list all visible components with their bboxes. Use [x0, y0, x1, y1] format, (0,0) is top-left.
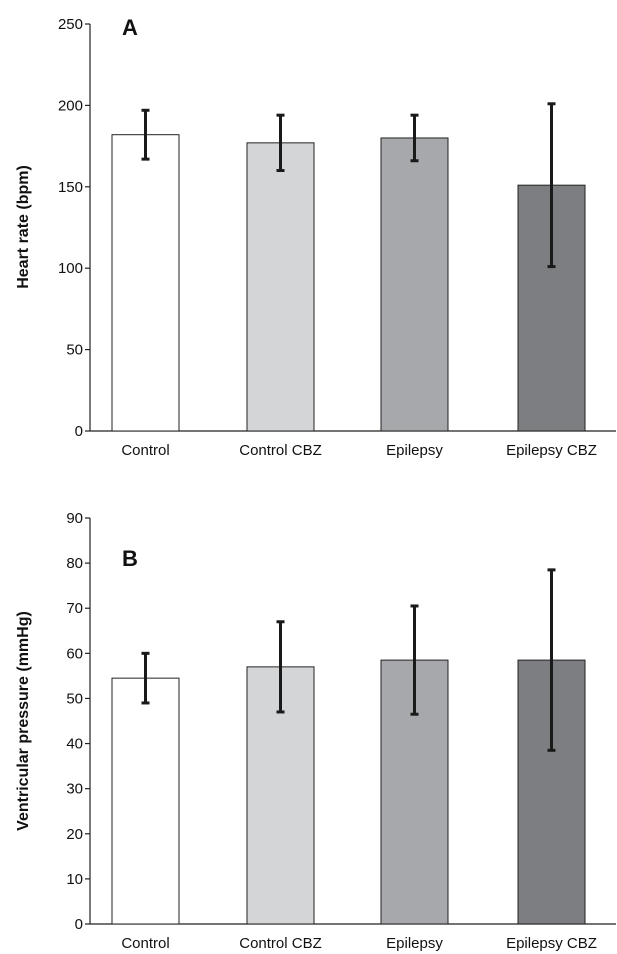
y-tick-label-b: 20 [66, 826, 83, 843]
x-category-label-b: Control [121, 935, 169, 952]
y-tick-label-a: 0 [75, 423, 83, 440]
x-category-label-b: Control CBZ [239, 935, 322, 952]
error-bar-b-4 [547, 568, 556, 752]
error-bar-a-4 [547, 102, 556, 269]
y-tick-label-b: 50 [66, 690, 83, 707]
bar-a-1 [111, 134, 180, 432]
y-tick-label-a: 200 [58, 97, 83, 114]
y-tick-label-a: 150 [58, 179, 83, 196]
error-bar-a-3 [410, 113, 419, 163]
y-axis-title-a: Heart rate (bpm) [15, 165, 32, 289]
panel-label-b: B [122, 546, 138, 571]
y-tick-label-b: 70 [66, 600, 83, 617]
y-tick-label-b: 60 [66, 645, 83, 662]
panel-label-a: A [122, 15, 138, 40]
x-category-label-b: Epilepsy [386, 935, 443, 952]
y-tick-label-a: 250 [58, 16, 83, 33]
x-category-label-a: Epilepsy [386, 442, 443, 459]
x-category-label-a: Control [121, 442, 169, 459]
y-tick-label-b: 0 [75, 916, 83, 933]
y-tick-label-b: 30 [66, 781, 83, 798]
error-bar-a-1 [141, 108, 150, 161]
bar-a-2 [246, 142, 315, 432]
error-bar-b-3 [410, 604, 419, 716]
error-bar-b-1 [141, 651, 150, 705]
chart-panel-b: B Ventricular pressure (mmHg) 0 10 20 30 40 5… [15, 510, 616, 952]
y-tick-label-b: 80 [66, 555, 83, 572]
y-tick-label-b: 40 [66, 736, 83, 753]
y-axis-title-b: Ventricular pressure (mmHg) [15, 611, 32, 831]
error-bar-b-2 [276, 620, 285, 714]
x-category-label-a: Epilepsy CBZ [506, 442, 597, 459]
y-tick-label-b: 10 [66, 871, 83, 888]
x-category-label-a: Control CBZ [239, 442, 322, 459]
bar-b-1 [111, 677, 180, 925]
chart-panel-a: A Heart rate (bpm) 0 50 100 150 200 250 Contro… [15, 15, 616, 459]
y-tick-label-b: 90 [66, 510, 83, 527]
x-category-label-b: Epilepsy CBZ [506, 935, 597, 952]
y-tick-label-a: 50 [66, 342, 83, 359]
y-tick-label-a: 100 [58, 260, 83, 277]
error-bar-a-2 [276, 113, 285, 173]
bar-a-3 [380, 137, 449, 432]
